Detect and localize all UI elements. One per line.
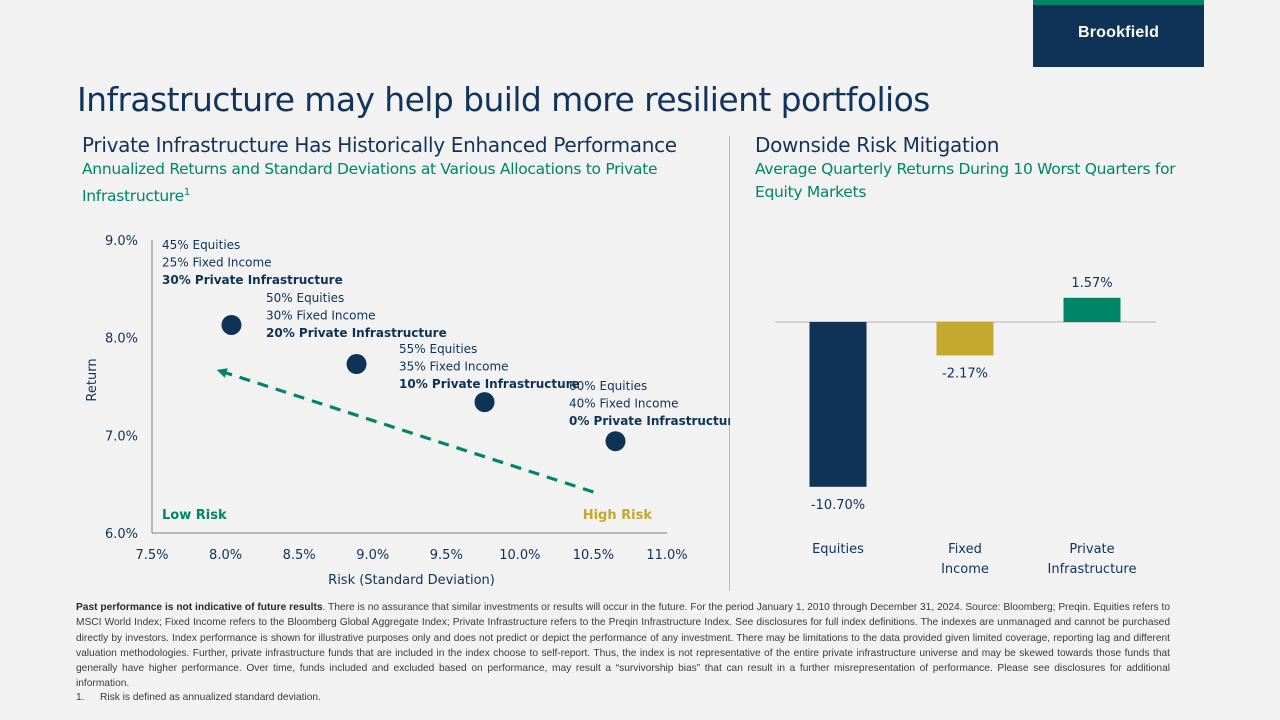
category-label: Income: [941, 562, 989, 577]
data-point: [605, 431, 626, 452]
logo-accent-stripe: [1033, 0, 1204, 5]
brand-logo: Brookfield: [1033, 0, 1204, 67]
footnote: 1. Risk is defined as annualized standard…: [76, 692, 321, 703]
category-label: Infrastructure: [1048, 562, 1137, 577]
high-risk-label: High Risk: [583, 508, 653, 523]
x-tick-label: 10.5%: [573, 548, 614, 563]
trend-arrow-head: [216, 368, 228, 378]
scatter-section-title: Private Infrastructure Has Historically …: [82, 133, 677, 157]
scatter-section-subtitle: Annualized Returns and Standard Deviatio…: [82, 158, 702, 208]
y-tick-label: 6.0%: [105, 527, 138, 542]
point-label-line: 55% Equities: [399, 342, 477, 356]
low-risk-label: Low Risk: [162, 508, 227, 523]
disclaimer-bold-lead: Past performance is not indicative of fu…: [76, 602, 323, 613]
footnote-ref: 1: [183, 187, 190, 198]
disclaimer-body: . There is no assurance that similar inv…: [76, 602, 1170, 690]
data-point: [474, 392, 495, 413]
bar-value-label: -10.70%: [811, 498, 865, 513]
y-tick-label: 9.0%: [105, 234, 138, 249]
point-label-line: 40% Fixed Income: [569, 397, 679, 411]
point-label-line: 45% Equities: [162, 238, 240, 252]
point-label-infrastructure: 20% Private Infrastructure: [266, 326, 447, 340]
bar-value-label: 1.57%: [1071, 276, 1112, 291]
x-axis-title: Risk (Standard Deviation): [328, 573, 495, 588]
data-point: [346, 354, 367, 375]
point-label-infrastructure: 10% Private Infrastructure: [399, 377, 580, 391]
scatter-subtitle-text: Annualized Returns and Standard Deviatio…: [82, 160, 658, 206]
point-label-line: 50% Equities: [266, 291, 344, 305]
point-label-line: 60% Equities: [569, 379, 647, 393]
section-divider: [729, 136, 730, 591]
point-label-line: 35% Fixed Income: [399, 360, 509, 374]
category-label: Equities: [812, 542, 864, 557]
x-tick-label: 8.0%: [209, 548, 242, 563]
logo-text: Brookfield: [1077, 24, 1160, 41]
risk-return-scatter-chart: 9.0% 8.0% 7.0% 6.0% 7.5% 8.0% 8.5% 9.0% 9.5% 10.0…: [85, 234, 730, 588]
point-label-infrastructure: 30% Private Infrastructure: [162, 273, 343, 287]
downside-bar-chart: -10.70% Equities -2.17% Fixed Income 1.57% Pri…: [775, 276, 1156, 577]
x-tick-label: 9.5%: [430, 548, 463, 563]
bar-private-infrastructure: [1063, 297, 1121, 322]
data-point: [221, 314, 242, 335]
trend-arrow-line: [225, 371, 594, 494]
y-axis-title: Return: [85, 358, 100, 401]
footnote-text: Risk is defined as annualized standard d…: [100, 692, 321, 703]
disclaimer-text: Past performance is not indicative of fu…: [76, 600, 1170, 692]
footnote-number: 1.: [76, 692, 85, 703]
bar-section-title: Downside Risk Mitigation: [755, 133, 1000, 157]
x-tick-label: 11.0%: [646, 548, 687, 563]
category-label: Fixed: [948, 542, 982, 557]
y-tick-label: 7.0%: [105, 429, 138, 444]
page-title: Infrastructure may help build more resil…: [77, 80, 930, 119]
category-label: Private: [1069, 542, 1114, 557]
point-label-line: 30% Fixed Income: [266, 309, 376, 323]
y-tick-label: 8.0%: [105, 332, 138, 347]
bar-section-subtitle: Average Quarterly Returns During 10 Wors…: [755, 160, 1176, 201]
point-label-infrastructure: 0% Private Infrastructure: [569, 414, 730, 428]
x-tick-label: 10.0%: [499, 548, 540, 563]
x-tick-label: 8.5%: [283, 548, 316, 563]
bar-equities: [809, 322, 867, 487]
x-tick-label: 9.0%: [356, 548, 389, 563]
x-tick-label: 7.5%: [135, 548, 168, 563]
bar-fixed-income: [936, 322, 994, 356]
bar-value-label: -2.17%: [942, 366, 988, 381]
point-label-line: 25% Fixed Income: [162, 256, 272, 270]
